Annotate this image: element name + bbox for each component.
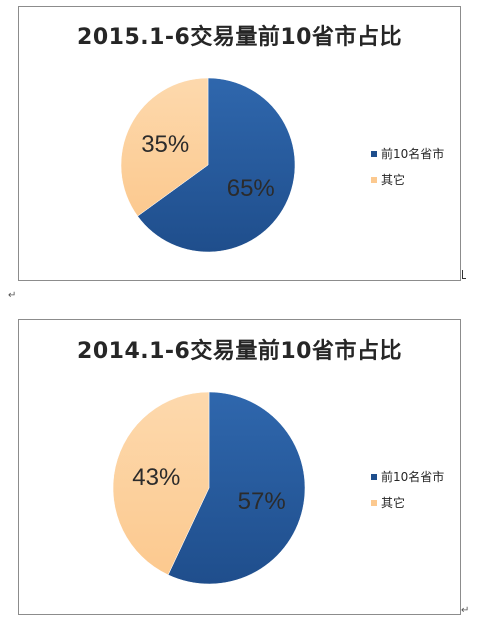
legend-item-other: 其它 [371, 496, 444, 510]
legend: 前10名省市 其它 [371, 470, 444, 522]
legend-swatch-top10 [371, 473, 377, 480]
legend-label-other: 其它 [381, 496, 406, 510]
pie-slice-other [112, 391, 210, 576]
legend-item-top10: 前10名省市 [371, 147, 445, 161]
paragraph-mark-icon: ↵ [461, 605, 470, 616]
chart-title: 2014.1-6交易量前10省市占比 [77, 339, 402, 364]
legend-swatch-top10 [371, 150, 377, 157]
chart-2015: 2015.1-6交易量前10省市占比 65% 35% 前10名省市 其它 [18, 6, 461, 281]
data-label-other: 35% [141, 131, 189, 158]
legend-label-other: 其它 [381, 173, 406, 187]
legend-label-top10: 前10名省市 [381, 147, 445, 161]
chart-title: 2015.1-6交易量前10省市占比 [77, 25, 402, 50]
legend-swatch-other [371, 176, 377, 183]
pie-chart-2015: 65% 35% [120, 77, 296, 253]
paragraph-mark-icon: ↵ [8, 290, 17, 301]
chart-2014: 2014.1-6交易量前10省市占比 57% 43% 前10名省市 其它 [18, 319, 461, 615]
pie-chart-2014: 57% 43% [112, 391, 306, 585]
legend-swatch-other [371, 499, 377, 506]
data-label-other: 43% [132, 464, 180, 491]
legend: 前10名省市 其它 [371, 147, 444, 199]
data-label-top10: 65% [227, 175, 275, 202]
cell-end-mark-icon [462, 270, 466, 279]
pie-slice-top10 [167, 391, 306, 585]
pie-slice-other [120, 77, 209, 217]
legend-label-top10: 前10名省市 [381, 470, 445, 484]
legend-item-other: 其它 [371, 173, 444, 187]
data-label-top10: 57% [238, 488, 286, 515]
legend-item-top10: 前10名省市 [371, 470, 445, 484]
pie-slice-top10 [137, 77, 296, 253]
